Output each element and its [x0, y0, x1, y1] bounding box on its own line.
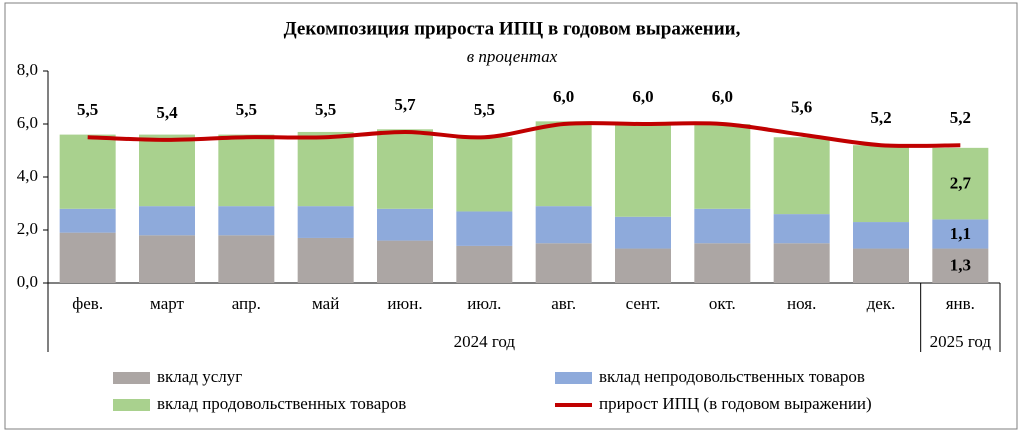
legend-swatch — [555, 372, 592, 384]
x-tick-label: янв. — [946, 294, 975, 313]
value-label: 5,5 — [474, 100, 495, 119]
group-label: 2024 год — [454, 332, 516, 351]
bar-segment — [615, 124, 671, 217]
value-label: 5,5 — [77, 100, 98, 119]
bar-segment — [218, 134, 275, 207]
y-tick-label: 4,0 — [17, 166, 38, 185]
value-label: 6,0 — [712, 87, 733, 106]
legend-label: прирост ИПЦ (в годовом выражении) — [599, 394, 872, 413]
value-label: 1,1 — [950, 224, 971, 243]
bar-segment — [773, 137, 830, 215]
x-tick-label: июн. — [387, 294, 422, 313]
bar-segment — [139, 235, 195, 283]
bar-segment — [932, 147, 989, 220]
bar-segment — [139, 134, 195, 207]
bar-segment — [218, 235, 275, 283]
bar-segment — [377, 240, 433, 283]
value-label: 5,2 — [870, 108, 891, 127]
x-tick-label: сент. — [626, 294, 661, 313]
bar-segment — [853, 222, 909, 249]
chart-title: Декомпозиция прироста ИПЦ в годовом выра… — [284, 18, 741, 39]
bar-segment — [773, 243, 830, 283]
x-tick-label: май — [312, 294, 339, 313]
legend-swatch — [113, 372, 150, 384]
x-tick-label: дек. — [867, 294, 896, 313]
bar-segment — [59, 232, 116, 283]
bar-segment — [377, 208, 433, 241]
y-tick-label: 6,0 — [17, 113, 38, 132]
bar-segment — [377, 129, 433, 209]
value-label: 5,7 — [394, 95, 416, 114]
y-tick-label: 0,0 — [17, 272, 38, 291]
bar-segment — [139, 206, 195, 236]
bar-segment — [297, 131, 354, 207]
value-label: 6,0 — [553, 87, 574, 106]
value-label: 6,0 — [632, 87, 653, 106]
legend-label: вклад продовольственных товаров — [157, 394, 406, 413]
bar-segment — [694, 243, 751, 283]
bar-segment — [59, 208, 116, 233]
chart-subtitle: в процентах — [467, 47, 558, 66]
x-tick-label: апр. — [232, 294, 261, 313]
bar-segment — [853, 145, 909, 223]
value-label: 2,7 — [950, 174, 972, 193]
legend-label: вклад непродовольственных товаров — [599, 367, 865, 386]
bar-segment — [456, 211, 513, 246]
line — [87, 121, 961, 148]
bar-segment — [297, 237, 354, 283]
legend-swatch — [113, 399, 150, 411]
bar-segment — [297, 206, 354, 238]
bar-segment — [932, 219, 989, 249]
value-label: 5,2 — [950, 108, 971, 127]
x-tick-label: фев. — [72, 294, 103, 313]
x-tick-label: март — [150, 294, 184, 313]
bar-segment — [535, 243, 592, 283]
bar-segment — [615, 248, 671, 283]
bar-segment — [535, 121, 592, 207]
bar-segment — [59, 134, 116, 209]
x-tick-label: ноя. — [787, 294, 816, 313]
bar-segment — [456, 245, 513, 283]
bar-segment — [456, 137, 513, 212]
y-tick-label: 2,0 — [17, 219, 38, 238]
x-tick-label: окт. — [709, 294, 736, 313]
chart-border — [4, 2, 1018, 430]
value-label: 1,3 — [950, 256, 971, 275]
value-label: 5,6 — [791, 98, 812, 117]
bar-segment — [615, 216, 671, 249]
y-tick-label: 8,0 — [17, 60, 38, 79]
legend-label: вклад услуг — [157, 367, 242, 386]
x-tick-label: авг. — [551, 294, 576, 313]
x-tick-label: июл. — [467, 294, 501, 313]
bar-segment — [853, 248, 909, 283]
bar-segment — [694, 208, 751, 244]
bar-segment — [932, 248, 989, 283]
bar-segment — [773, 214, 830, 244]
value-label: 5,4 — [156, 103, 178, 122]
value-label: 5,5 — [315, 100, 336, 119]
value-label: 5,5 — [236, 100, 257, 119]
bar-segment — [218, 206, 275, 236]
group-label: 2025 год — [930, 332, 992, 351]
bar-segment — [535, 206, 592, 244]
bar-segment — [694, 124, 751, 209]
